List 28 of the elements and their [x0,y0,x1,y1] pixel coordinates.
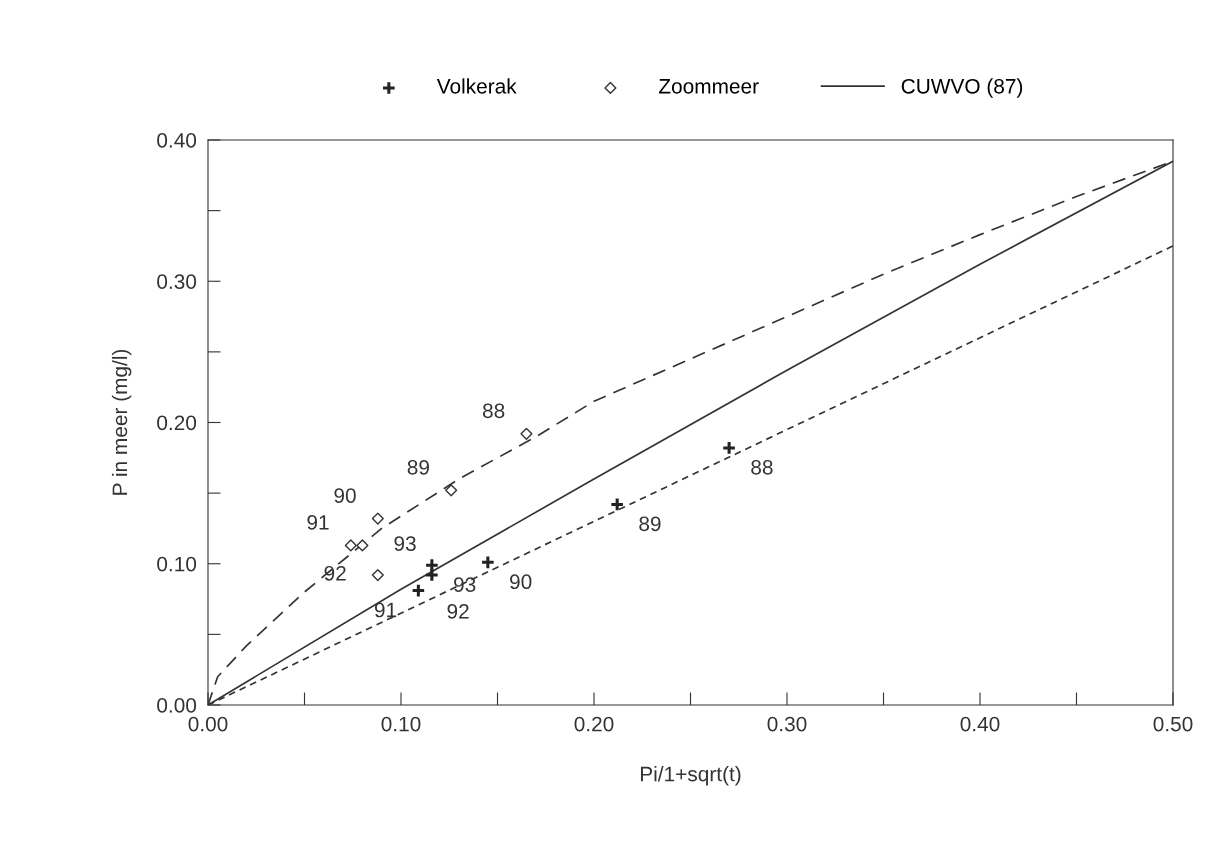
annotation: 91 [374,602,397,618]
annotation: 90 [510,574,532,590]
x-tick-label: 0.10 [381,716,421,732]
x-tick-label: 0.30 [767,716,807,732]
y-tick-label: 0.30 [157,274,197,289]
x-axis-title: Pi/1+sqrt(t) [640,766,741,786]
annotation: 92 [324,565,346,581]
y-axis-title: P in meer (mg/l) [111,349,132,495]
y-tick-label: 0.10 [157,556,197,572]
x-tick-label: 0.40 [960,716,1000,732]
annotation: 88 [751,459,773,475]
x-tick-label: 0.50 [1153,716,1193,732]
y-tick-label: 0.40 [157,133,197,148]
x-tick-label: 0.00 [188,716,228,732]
annotation: 93 [394,536,416,551]
legend-label: CUWVO (87) [901,78,1023,98]
annotation: 89 [407,459,429,475]
y-tick-label: 0.20 [157,415,197,431]
annotation: 89 [639,516,661,532]
annotation: 88 [482,403,505,419]
x-tick-label: 0.20 [574,716,614,732]
annotation: 91 [307,515,329,530]
annotation: 92 [447,604,469,619]
legend-label: Volkerak [436,78,517,94]
legend-label: Zoommeer [659,79,759,94]
y-tick-label: 0.00 [157,698,197,713]
annotation: 90 [334,488,356,503]
annotation: 93 [454,577,476,592]
